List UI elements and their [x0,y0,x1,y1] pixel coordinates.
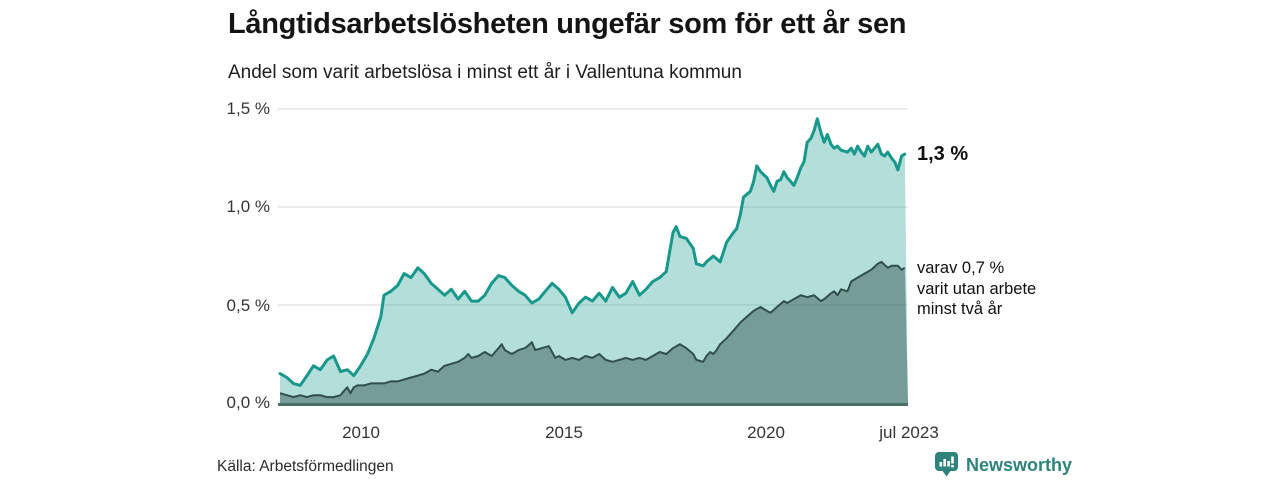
newsworthy-logo[interactable]: Newsworthy [934,451,1072,479]
x-axis-label-2015: 2015 [545,423,583,442]
y-axis-label-10: 1,0 % [226,197,270,216]
y-axis-label-0: 0,0 % [226,393,270,412]
x-axis-label-2010: 2010 [342,423,380,442]
secondary-annotation-line-3: minst två år [917,300,1003,318]
source-note: Källa: Arbetsförmedlingen [217,458,394,475]
newsworthy-icon [935,452,958,477]
x-axis-label-jul-2023: jul 2023 [879,423,939,442]
latest-value-label: 1,3 % [917,143,969,165]
line-minst-ett-ar [278,117,907,387]
line-minst-tva-ar [279,260,906,399]
y-axis-label-15: 1,5 % [226,99,270,118]
y-axis-label-05: 0,5 % [226,296,270,315]
secondary-annotation-line-2: varit utan arbete [917,279,1037,298]
chart-subtitle: Andel som varit arbetslösa i minst ett å… [228,62,742,83]
x-axis-label-2020: 2020 [747,423,785,442]
area-minst-tva-ar [280,261,908,403]
chart-title: Långtidsarbetslösheten ungefär som för e… [228,8,907,40]
secondary-annotation-line-1: varav 0,7 % [917,259,1005,277]
secondary-series-annotation: varav 0,7 % varit utan arbete minst två … [917,258,1036,320]
newsworthy-wordmark: Newsworthy [966,454,1073,475]
